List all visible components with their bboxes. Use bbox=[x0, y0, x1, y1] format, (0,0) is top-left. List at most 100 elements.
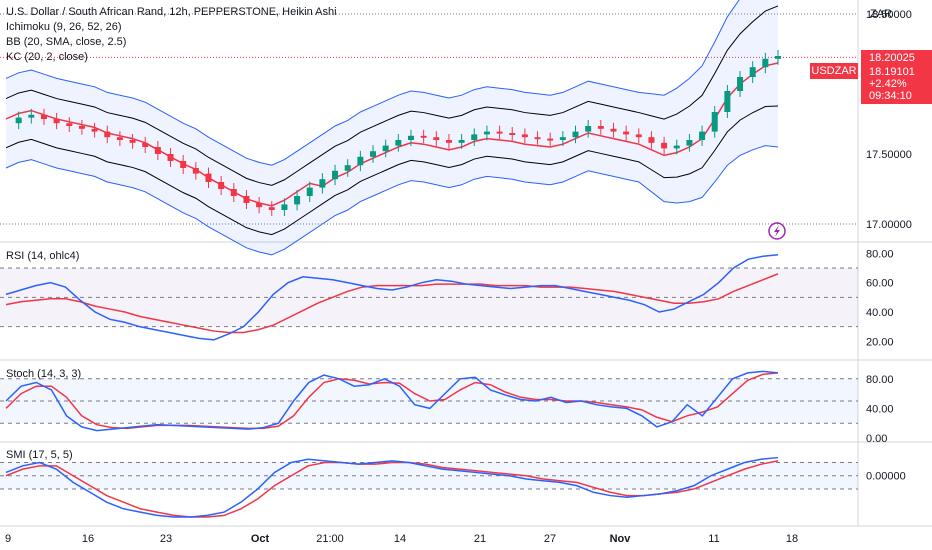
rsi-tick-label: 20.00 bbox=[866, 336, 894, 348]
time-tick-label: 18 bbox=[786, 533, 798, 545]
smi-label[interactable]: SMI (17, 5, 5) bbox=[6, 449, 73, 461]
candle-body bbox=[635, 134, 642, 138]
candle-body bbox=[585, 126, 592, 132]
candle-body bbox=[180, 161, 187, 168]
price-tick-label: 18.50000 bbox=[866, 9, 912, 21]
candle-body bbox=[699, 131, 706, 140]
price-tag: 18.20025 bbox=[861, 50, 932, 66]
rsi-tick-label: 60.00 bbox=[866, 278, 894, 290]
candle-body bbox=[104, 131, 111, 138]
candle-body bbox=[509, 133, 516, 135]
candle-body bbox=[711, 112, 718, 132]
candle-body bbox=[53, 119, 60, 124]
candle-body bbox=[686, 140, 693, 146]
rsi-line bbox=[5, 254, 779, 341]
candle-body bbox=[661, 142, 668, 149]
bb-label[interactable]: BB (20, SMA, close, 2.5) bbox=[6, 36, 127, 48]
bb-upper bbox=[5, 0, 740, 166]
rsi-label[interactable]: RSI (14, ohlc4) bbox=[6, 250, 80, 262]
candle-body bbox=[547, 138, 554, 141]
chart-title: U.S. Dollar / South African Rand, 12h, P… bbox=[6, 6, 337, 18]
candle-body bbox=[332, 170, 339, 180]
candle-body bbox=[610, 128, 617, 132]
rsi-tick-label: 40.00 bbox=[866, 307, 894, 319]
candle-body bbox=[623, 131, 630, 135]
ichimoku-baseline bbox=[5, 62, 779, 207]
time-tick-label: 21 bbox=[474, 533, 486, 545]
smi-tick-label: 0.00000 bbox=[866, 471, 906, 483]
candle-body bbox=[256, 203, 263, 208]
candle-body bbox=[142, 142, 149, 147]
stoch-tick-label: 40.00 bbox=[866, 403, 894, 415]
countdown-tag: 09:34:10 bbox=[861, 88, 932, 104]
candle-body bbox=[66, 123, 73, 126]
stoch-k-line bbox=[5, 370, 779, 432]
kc-lower bbox=[5, 105, 779, 236]
bb-fill bbox=[6, 0, 778, 255]
candle-body bbox=[724, 91, 731, 112]
candle-body bbox=[458, 140, 465, 143]
symbol-tag: USDZAR bbox=[810, 63, 858, 79]
candle-body bbox=[28, 114, 35, 118]
time-tick-label: Nov bbox=[610, 533, 632, 545]
candle-body bbox=[40, 114, 47, 119]
time-tick-label: 16 bbox=[82, 533, 94, 545]
candle-body bbox=[572, 131, 579, 138]
candle-body bbox=[370, 151, 377, 157]
candle-body bbox=[154, 147, 161, 154]
candle-body bbox=[445, 140, 452, 143]
time-tick-label: 23 bbox=[160, 533, 172, 545]
candle-body bbox=[15, 117, 22, 124]
candle-body bbox=[648, 137, 655, 143]
candle-body bbox=[395, 140, 402, 146]
candle-body bbox=[521, 134, 528, 138]
rsi-signal-line bbox=[5, 273, 779, 334]
candle-body bbox=[268, 207, 275, 210]
candle-body bbox=[167, 154, 174, 161]
candle-body bbox=[129, 140, 136, 143]
candle-body bbox=[471, 134, 478, 140]
candle-body bbox=[357, 156, 364, 166]
candle-body bbox=[483, 131, 490, 135]
price-tick-label: 17.00000 bbox=[866, 219, 912, 231]
lightning-glyph bbox=[774, 225, 780, 237]
time-tick-label: 9 bbox=[5, 533, 11, 545]
stoch-tick-label: 0.00 bbox=[866, 433, 887, 445]
candle-body bbox=[116, 137, 123, 140]
kc-label[interactable]: KC (20, 2, close) bbox=[6, 51, 88, 63]
candle-body bbox=[749, 67, 756, 77]
candle-body bbox=[78, 126, 85, 129]
currency-label: ZAR bbox=[870, 8, 892, 20]
candle-body bbox=[205, 173, 212, 182]
candle-body bbox=[559, 137, 566, 140]
candle-body bbox=[673, 145, 680, 149]
candle-body bbox=[597, 126, 604, 129]
candle-body bbox=[294, 196, 301, 205]
candle-body bbox=[775, 56, 781, 59]
kc-upper bbox=[5, 5, 779, 186]
candle-body bbox=[281, 204, 288, 210]
candle-body bbox=[192, 168, 199, 174]
bb-lower bbox=[5, 145, 779, 256]
candle-body bbox=[433, 137, 440, 140]
candle-body bbox=[737, 77, 744, 91]
candle-body bbox=[496, 131, 503, 134]
candle-body bbox=[218, 182, 225, 189]
candle-body bbox=[306, 187, 313, 196]
candle-body bbox=[344, 165, 351, 171]
candle-body bbox=[319, 179, 326, 188]
candle-body bbox=[420, 135, 427, 138]
candle-body bbox=[382, 145, 389, 152]
ichimoku-label[interactable]: Ichimoku (9, 26, 52, 26) bbox=[6, 21, 122, 33]
time-tick-label: 21:00 bbox=[316, 533, 344, 545]
candle-body bbox=[91, 128, 98, 132]
lightning-icon[interactable] bbox=[768, 222, 786, 240]
candle-body bbox=[230, 189, 237, 196]
stoch-label[interactable]: Stoch (14, 3, 3) bbox=[6, 368, 82, 380]
price-tick-label: 17.50000 bbox=[866, 149, 912, 161]
time-tick-label: 14 bbox=[394, 533, 406, 545]
time-tick-label: Oct bbox=[251, 533, 270, 545]
candle-body bbox=[243, 196, 250, 203]
candle-body bbox=[762, 58, 769, 68]
